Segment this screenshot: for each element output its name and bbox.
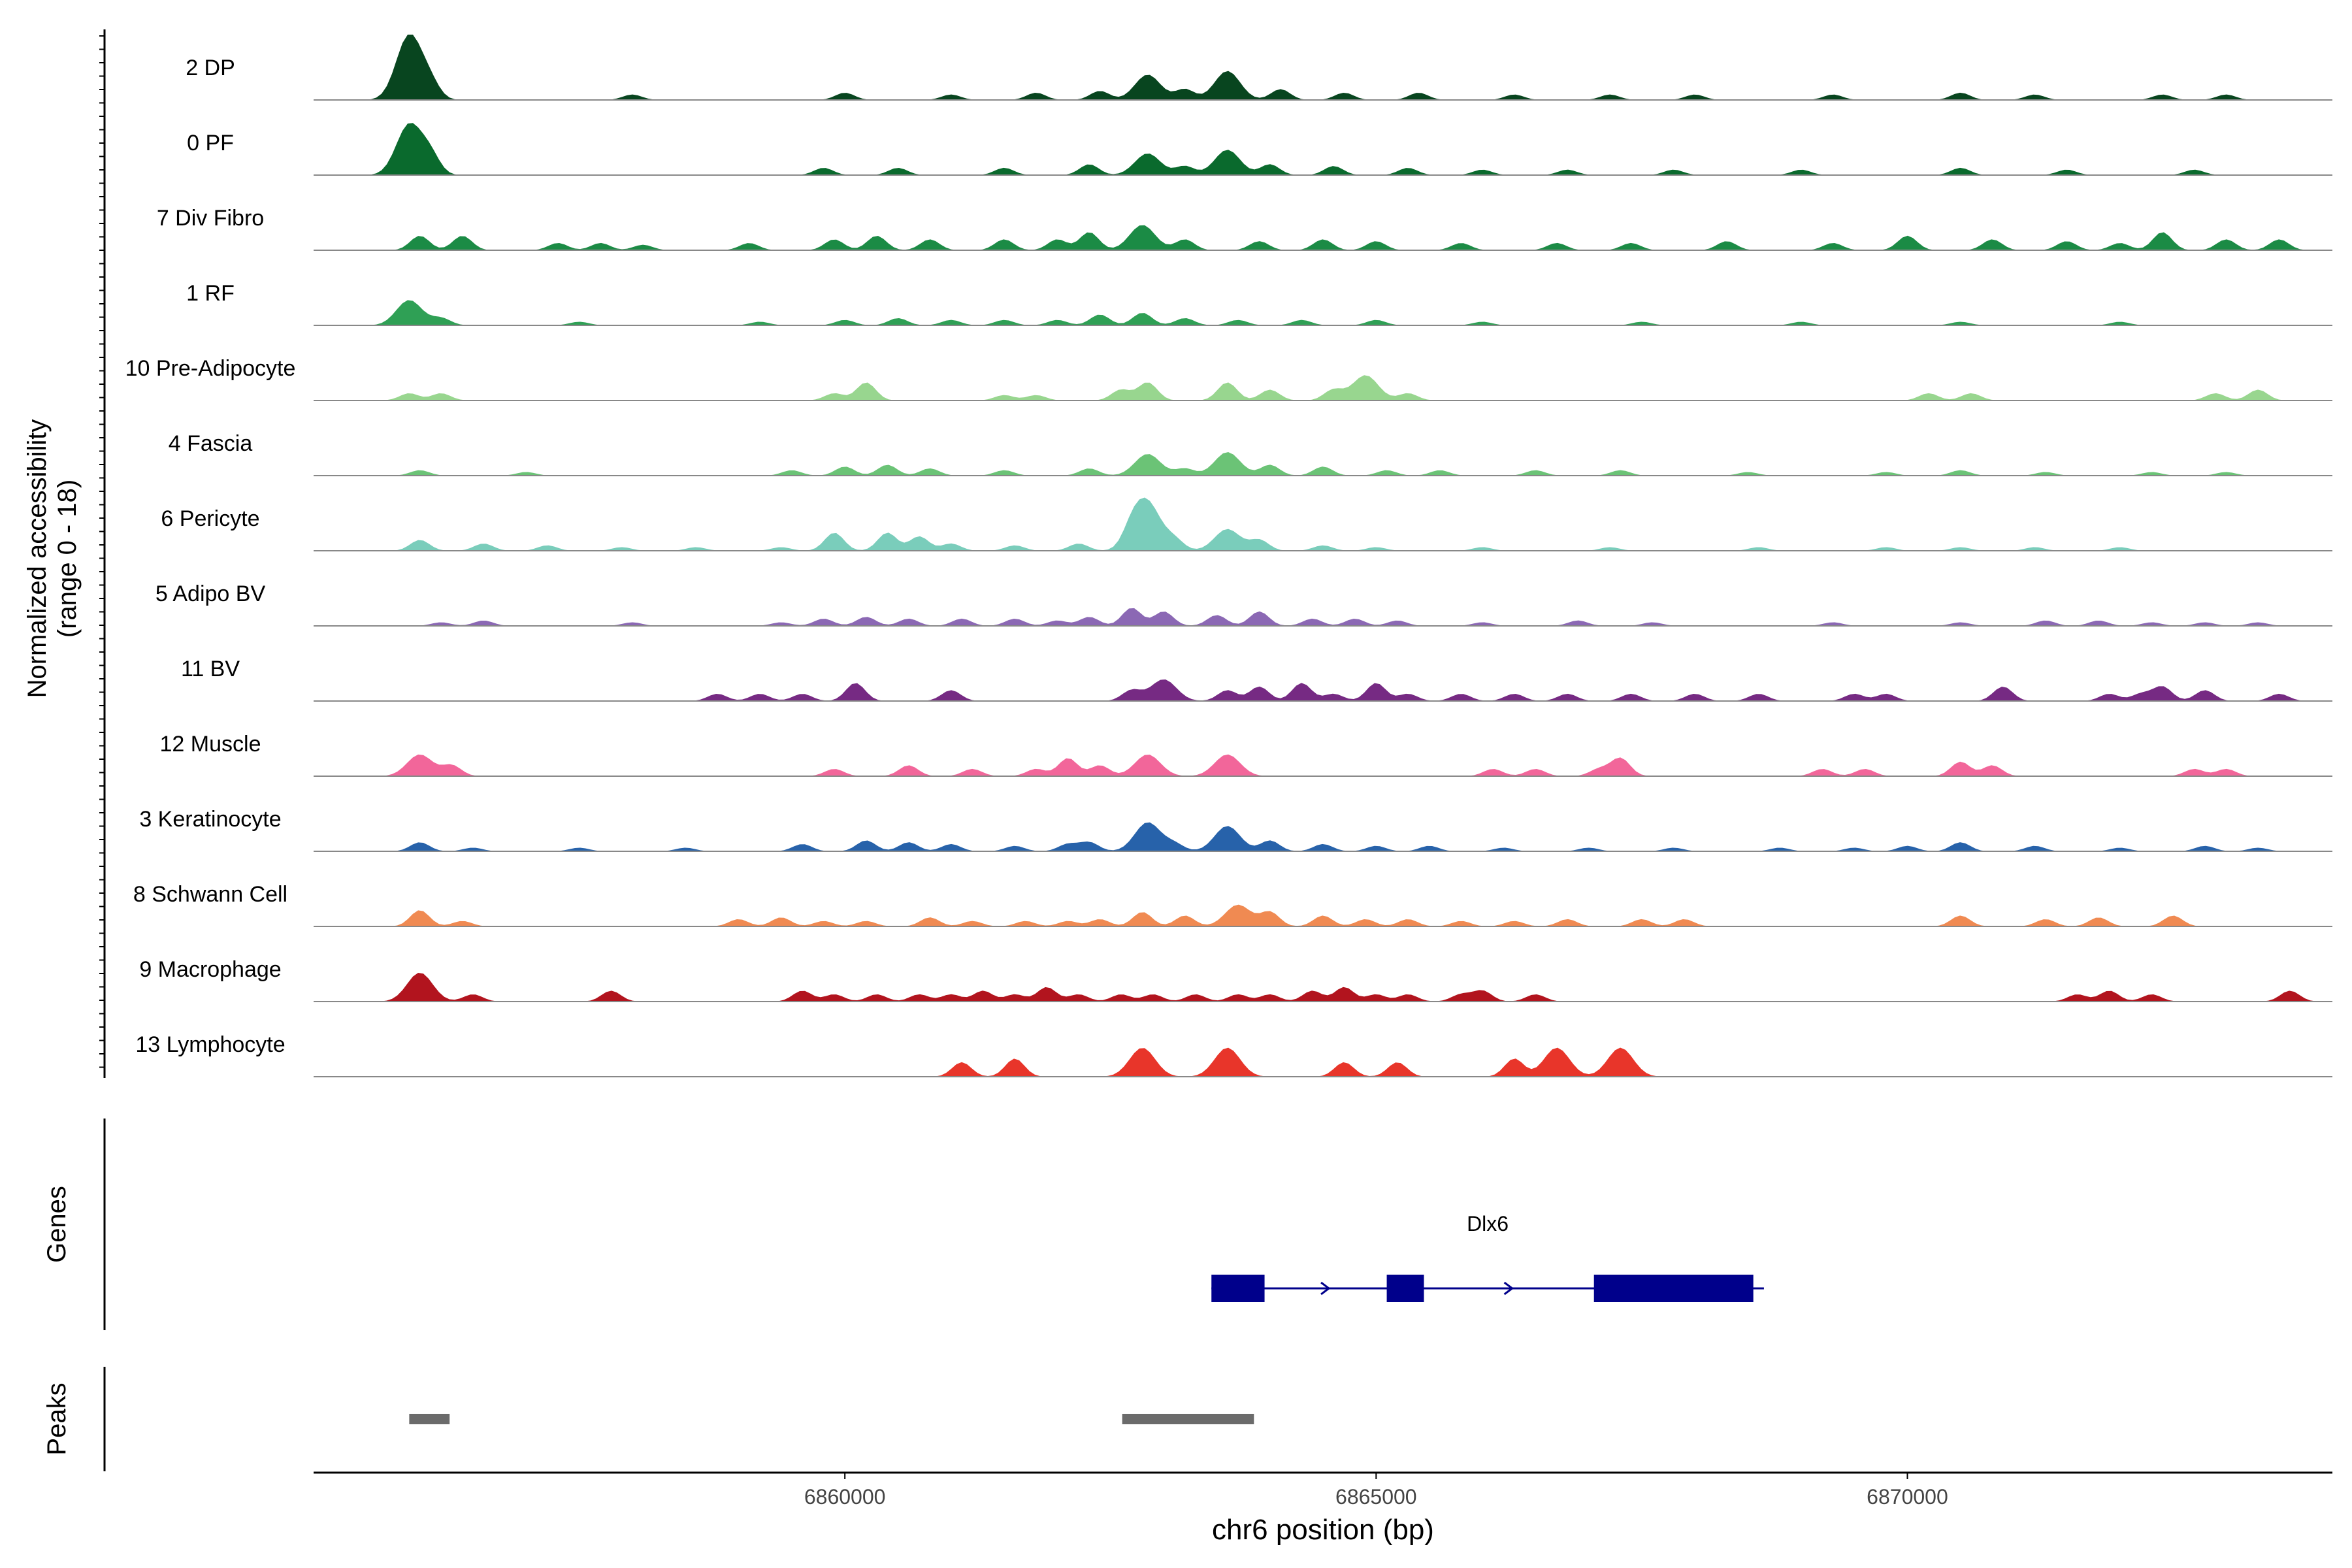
track-label: 9 Macrophage (139, 957, 281, 982)
track-5-adipo-bv: 5 Adipo BV (155, 581, 2332, 627)
track-6-pericyte: 6 Pericyte (161, 497, 2332, 551)
track-9-macrophage: 9 Macrophage (139, 957, 2332, 1002)
x-axis-title: chr6 position (bp) (1212, 1514, 1434, 1546)
coverage-area (314, 754, 2332, 776)
coverage-area (314, 497, 2332, 551)
track-label: 6 Pericyte (161, 506, 259, 531)
gene-track-label: Genes (42, 1186, 71, 1263)
track-13-lymphocyte: 13 Lymphocyte (135, 1032, 2332, 1077)
coverage-area (314, 904, 2332, 926)
track-label: 11 BV (181, 657, 240, 681)
y-axis-ticks (99, 29, 106, 1078)
track-7-div-fibro: 7 Div Fibro (157, 206, 2332, 251)
track-3-keratinocyte: 3 Keratinocyte (139, 807, 2332, 852)
coverage-area (314, 451, 2332, 476)
coverage-area (314, 608, 2332, 626)
track-label: 12 Muscle (160, 732, 261, 757)
x-tick-label: 6860000 (804, 1485, 886, 1509)
x-tick-label: 6870000 (1867, 1485, 1948, 1509)
track-label: 8 Schwann Cell (133, 882, 287, 907)
gene-name: Dlx6 (1467, 1212, 1509, 1235)
track-label: 7 Div Fibro (157, 206, 264, 231)
coverage-area (314, 35, 2332, 100)
track-label: 13 Lymphocyte (135, 1032, 285, 1057)
peak-track-label: Peaks (42, 1382, 71, 1455)
coverage-area (314, 300, 2332, 325)
x-axis: chr6 position (bp) 6860000 6865000 6870000 (314, 1471, 2332, 1546)
track-10-pre-adipocyte: 10 Pre-Adipocyte (125, 356, 2332, 401)
coverage-area (314, 123, 2332, 175)
track-8-schwann-cell: 8 Schwann Cell (133, 882, 2332, 927)
peak-region (1122, 1414, 1254, 1424)
track-label: 5 Adipo BV (155, 581, 266, 606)
coverage-area (314, 822, 2332, 851)
gene-track: Genes Dlx6 (42, 1119, 1764, 1330)
strand-arrow-icon (1503, 1281, 1514, 1296)
coverage-area (314, 375, 2332, 400)
track-label: 4 Fascia (169, 431, 253, 456)
track-12-muscle: 12 Muscle (160, 732, 2332, 777)
track-11-bv: 11 BV (181, 657, 2332, 702)
strand-arrow-icon (1320, 1281, 1331, 1296)
coverage-area (314, 972, 2332, 1002)
track-label: 3 Keratinocyte (139, 807, 281, 832)
track-0-pf: 0 PF (187, 123, 2332, 176)
track-label: 1 RF (186, 281, 235, 306)
track-1-rf: 1 RF (186, 281, 2332, 326)
coverage-area (314, 679, 2332, 701)
peak-region (409, 1414, 450, 1424)
y-axis-title-line1: Normalized accessibility (23, 419, 52, 698)
gene-exon (1593, 1275, 1754, 1302)
y-axis-title-line2: (range 0 - 18) (53, 480, 82, 638)
x-tick-label: 6865000 (1335, 1485, 1417, 1509)
track-label: 10 Pre-Adipocyte (125, 356, 296, 381)
track-4-fascia: 4 Fascia (169, 431, 2332, 476)
gene-exon (1211, 1275, 1265, 1302)
peak-track: Peaks (42, 1367, 1254, 1471)
track-label: 0 PF (187, 131, 234, 155)
coverage-area (314, 1047, 2332, 1077)
gene-dlx6: Dlx6 (1211, 1212, 1764, 1302)
coverage-area (314, 225, 2332, 250)
track-label: 2 DP (186, 56, 235, 80)
gene-exon (1386, 1275, 1424, 1302)
coverage-tracks: 2 DP 0 PF 7 Div Fibro 1 RF 10 Pre-Adipocyte 4… (125, 35, 2332, 1077)
track-2-dp: 2 DP (186, 35, 2332, 101)
y-axis-title: Normalized accessibility (range 0 - 18) (23, 419, 82, 698)
